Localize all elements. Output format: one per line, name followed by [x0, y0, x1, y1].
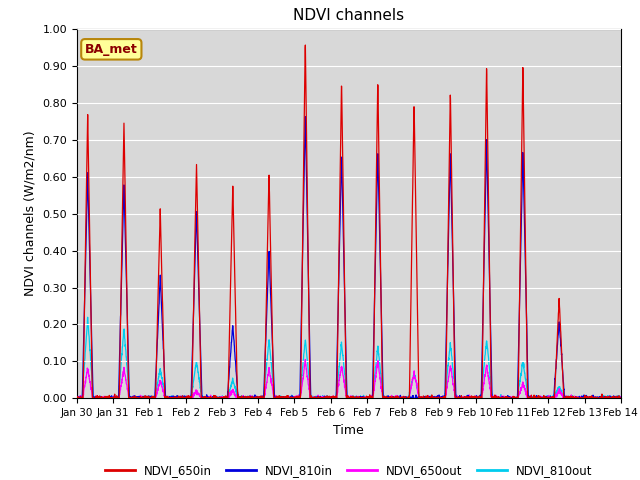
- Title: NDVI channels: NDVI channels: [293, 9, 404, 24]
- X-axis label: Time: Time: [333, 424, 364, 437]
- Text: BA_met: BA_met: [85, 43, 138, 56]
- Y-axis label: NDVI channels (W/m2/nm): NDVI channels (W/m2/nm): [24, 131, 36, 297]
- Legend: NDVI_650in, NDVI_810in, NDVI_650out, NDVI_810out: NDVI_650in, NDVI_810in, NDVI_650out, NDV…: [100, 460, 597, 480]
